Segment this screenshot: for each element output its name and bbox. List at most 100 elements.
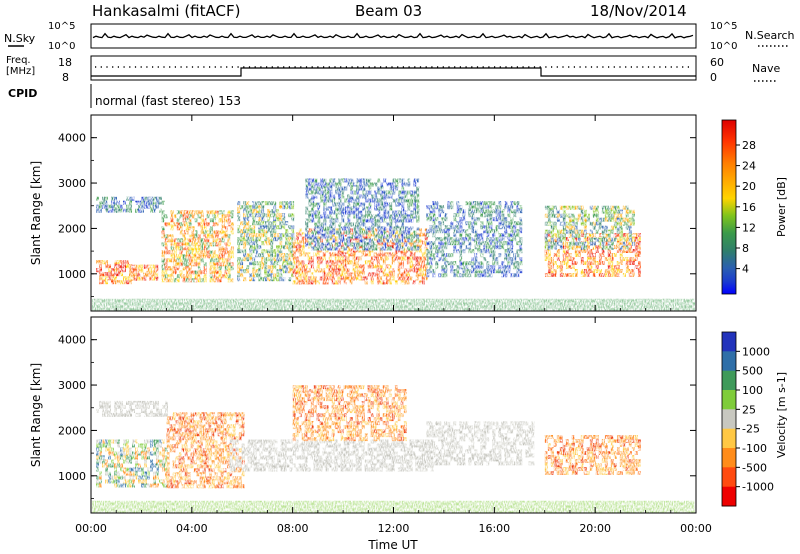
power-echo-cell — [462, 265, 466, 270]
power-echo-cell — [182, 210, 186, 215]
velocity-echo-cell — [123, 455, 126, 460]
velocity-colorbar-tick-label: 25 — [742, 403, 756, 416]
power-echo-cell — [141, 208, 144, 213]
power-echo-cell — [347, 210, 351, 215]
power-echo-cell — [252, 277, 256, 282]
power-echo-cell — [415, 244, 419, 249]
velocity-echo-cell — [307, 451, 311, 456]
power-echo-cell — [610, 253, 614, 257]
velocity-echo-cell — [223, 432, 227, 437]
velocity-echo-cell — [610, 443, 614, 447]
power-echo-cell — [471, 237, 475, 242]
power-echo-cell — [380, 238, 384, 243]
power-echo-cell — [285, 201, 289, 206]
power-echo-cell — [365, 218, 369, 223]
velocity-echo-cell — [373, 433, 377, 438]
power-echo-cell — [170, 226, 174, 231]
velocity-echo-cell — [175, 412, 179, 417]
velocity-echo-cell — [525, 429, 529, 434]
velocity-y-tick-label: 2000 — [58, 424, 86, 437]
power-echo-cell — [447, 233, 451, 238]
power-echo-cell — [368, 238, 372, 243]
power-echo-cell — [305, 234, 309, 239]
velocity-echo-cell — [477, 437, 481, 442]
velocity-echo-cell — [165, 455, 168, 460]
velocity-echo-cell — [483, 429, 487, 434]
velocity-echo-cell — [370, 455, 374, 460]
power-echo-cell — [380, 230, 384, 235]
velocity-echo-cell — [486, 461, 490, 466]
velocity-echo-cell — [126, 443, 129, 448]
velocity-echo-cell — [589, 455, 593, 459]
velocity-echo-cell — [447, 429, 451, 434]
power-echo-cell — [616, 221, 620, 226]
power-echo-cell — [249, 225, 253, 230]
power-echo-cell — [628, 233, 632, 238]
power-echo-cell — [631, 209, 635, 214]
power-echo-cell — [413, 190, 417, 195]
velocity-echo-cell — [510, 461, 514, 466]
power-echo-cell — [429, 261, 433, 266]
power-echo-cell — [340, 276, 344, 281]
power-echo-cell — [432, 217, 436, 222]
power-echo-cell — [583, 209, 587, 214]
velocity-echo-cell — [150, 451, 153, 456]
power-echo-cell — [409, 256, 413, 261]
power-echo-cell — [279, 217, 283, 222]
velocity-echo-cell — [123, 443, 126, 448]
velocity-echo-cell — [571, 451, 575, 455]
velocity-echo-cell — [510, 445, 514, 450]
power-echo-cell — [140, 276, 144, 281]
power-echo-cell — [179, 242, 183, 247]
velocity-echo-cell — [364, 437, 368, 442]
velocity-echo-cell — [565, 471, 569, 475]
velocity-echo-cell — [334, 389, 338, 394]
power-echo-cell — [179, 210, 183, 215]
power-echo-cell — [291, 237, 295, 242]
velocity-echo-cell — [456, 441, 460, 446]
noise-tick-bottom-right: 10^0 — [710, 41, 737, 52]
power-echo-cell — [329, 222, 333, 227]
velocity-echo-cell — [513, 441, 517, 446]
velocity-echo-cell — [169, 424, 173, 429]
velocity-echo-cell — [340, 447, 344, 452]
power-echo-cell — [194, 270, 198, 275]
velocity-echo-cell — [313, 385, 317, 390]
velocity-echo-cell — [304, 421, 308, 426]
velocity-echo-cell — [376, 401, 380, 406]
power-echo-cell — [194, 210, 198, 215]
velocity-echo-cell — [376, 397, 380, 402]
power-echo-cell — [307, 256, 311, 261]
velocity-echo-cell — [153, 404, 156, 409]
velocity-echo-cell — [340, 459, 344, 464]
velocity-echo-cell — [382, 429, 386, 434]
date-title: 18/Nov/2014 — [590, 2, 687, 20]
power-echo-cell — [308, 234, 312, 239]
velocity-echo-cell — [199, 440, 203, 445]
power-echo-cell — [340, 244, 344, 249]
power-echo-cell — [619, 209, 623, 214]
power-echo-cell — [337, 268, 341, 273]
power-echo-cell — [304, 252, 308, 257]
velocity-echo-cell — [241, 412, 245, 417]
velocity-echo-cell — [123, 479, 126, 484]
power-echo-cell — [391, 276, 395, 281]
power-echo-cell — [580, 261, 584, 265]
velocity-echo-cell — [238, 456, 242, 461]
velocity-echo-cell — [625, 463, 629, 467]
power-echo-cell — [200, 210, 204, 215]
power-echo-cell — [400, 280, 404, 285]
power-echo-region — [544, 205, 635, 250]
power-echo-cell — [492, 209, 496, 214]
velocity-echo-cell — [187, 456, 191, 461]
power-echo-cell — [126, 204, 129, 209]
power-echo-cell — [598, 269, 602, 273]
power-echo-cell — [129, 196, 132, 201]
velocity-echo-cell — [202, 448, 206, 453]
velocity-echo-cell — [232, 439, 236, 444]
power-echo-cell — [349, 272, 353, 277]
power-echo-cell — [489, 241, 493, 246]
power-echo-cell — [276, 237, 280, 242]
power-echo-cell — [276, 253, 280, 258]
velocity-echo-cell — [214, 456, 218, 461]
